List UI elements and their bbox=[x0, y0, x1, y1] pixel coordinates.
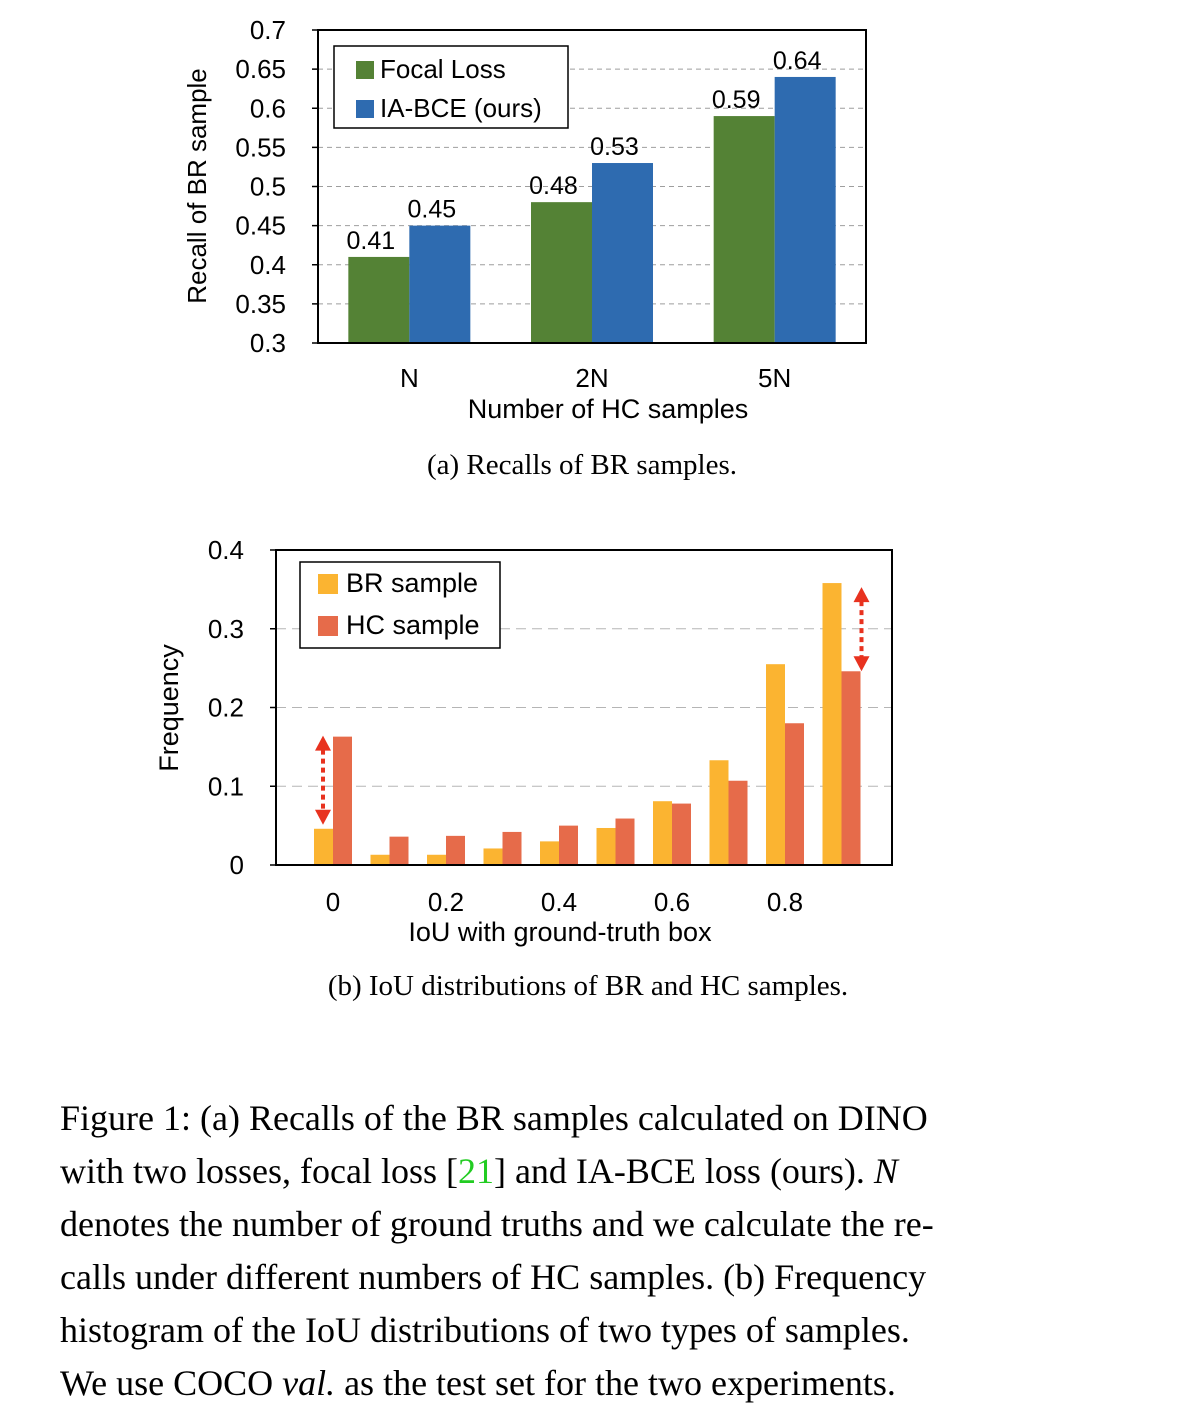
data-label-a: 0.53 bbox=[590, 133, 639, 161]
bar-b-br-sample bbox=[540, 841, 559, 865]
arrow-head-down-icon bbox=[853, 656, 870, 672]
bar-b-hc-sample bbox=[502, 831, 522, 865]
caption-line-2: with two losses, focal loss [21] and IA-… bbox=[60, 1151, 898, 1191]
bar-a-focal-loss bbox=[531, 202, 592, 343]
bar-a-ia-bce bbox=[774, 76, 836, 343]
legend-label-b: HC sample bbox=[346, 610, 480, 640]
bar-b-br-sample bbox=[427, 854, 446, 865]
y-tick-label-a: 0.45 bbox=[235, 211, 286, 241]
x-tick-label-b: 0.6 bbox=[654, 887, 690, 917]
x-tick-label-b: 0.2 bbox=[428, 887, 464, 917]
y-tick-label-b: 0.3 bbox=[208, 614, 244, 644]
y-tick-label-b: 0.1 bbox=[208, 771, 244, 801]
legend-swatch-a bbox=[356, 100, 374, 118]
bar-b-hc-sample bbox=[446, 835, 465, 865]
bar-a-focal-loss bbox=[713, 116, 775, 343]
y-tick-label-a: 0.65 bbox=[235, 54, 286, 84]
bar-b-hc-sample bbox=[728, 780, 748, 865]
y-tick-label-a: 0.6 bbox=[250, 93, 286, 123]
x-tick-label-a: 5N bbox=[758, 363, 791, 393]
legend-label-b: BR sample bbox=[346, 568, 478, 598]
bar-b-br-sample bbox=[596, 827, 616, 865]
x-axis-label-a: Number of HC samples bbox=[468, 394, 749, 424]
data-label-a: 0.41 bbox=[346, 227, 395, 255]
bar-b-br-sample bbox=[370, 854, 390, 865]
caption-line-3: denotes the number of ground truths and … bbox=[60, 1204, 934, 1244]
x-tick-label-b: 0.4 bbox=[541, 887, 577, 917]
y-tick-label-a: 0.5 bbox=[250, 172, 286, 202]
caption-line-4: calls under different numbers of HC samp… bbox=[60, 1257, 927, 1297]
data-label-a: 0.48 bbox=[529, 172, 578, 200]
x-tick-label-b: 0.8 bbox=[767, 887, 803, 917]
y-tick-label-a: 0.35 bbox=[235, 289, 286, 319]
y-tick-label-a: 0.7 bbox=[250, 15, 286, 45]
legend-swatch-b bbox=[318, 574, 338, 594]
legend-label-a: Focal Loss bbox=[380, 54, 506, 84]
y-axis-label-a: Recall of BR sample bbox=[182, 68, 212, 304]
y-axis-label-b: Frequency bbox=[154, 644, 184, 772]
subcaption-a: (a) Recalls of BR samples. bbox=[427, 449, 737, 481]
bar-b-hc-sample bbox=[785, 723, 804, 865]
bar-b-br-sample bbox=[483, 848, 503, 865]
arrow-head-up-icon bbox=[315, 735, 331, 751]
arrow-head-up-icon bbox=[853, 587, 870, 603]
bar-b-br-sample bbox=[822, 583, 842, 865]
legend-label-a: IA-BCE (ours) bbox=[380, 93, 542, 123]
bar-b-br-sample bbox=[709, 760, 729, 865]
bar-b-br-sample bbox=[314, 828, 333, 865]
caption-line-1: Figure 1: (a) Recalls of the BR samples … bbox=[60, 1098, 928, 1138]
data-label-a: 0.64 bbox=[773, 47, 822, 75]
y-tick-label-b: 0 bbox=[230, 850, 244, 880]
bar-b-hc-sample bbox=[615, 818, 635, 865]
caption-line-6: We use COCO val. as the test set for the… bbox=[60, 1363, 896, 1403]
legend-swatch-a bbox=[356, 61, 374, 79]
bar-b-hc-sample bbox=[672, 803, 691, 865]
x-tick-label-b: 0 bbox=[326, 887, 340, 917]
plot-frame-b bbox=[275, 549, 893, 866]
bar-b-br-sample bbox=[766, 664, 785, 865]
data-label-a: 0.45 bbox=[407, 196, 456, 224]
x-axis-label-b: IoU with ground-truth box bbox=[408, 917, 712, 947]
arrow-head-down-icon bbox=[315, 809, 331, 825]
x-tick-label-a: 2N bbox=[575, 363, 608, 393]
bar-b-hc-sample bbox=[841, 671, 861, 865]
bar-a-focal-loss bbox=[348, 256, 410, 343]
x-tick-label-a: N bbox=[400, 363, 419, 393]
y-tick-label-b: 0.4 bbox=[208, 535, 244, 565]
bar-a-ia-bce bbox=[592, 163, 653, 343]
y-tick-label-a: 0.4 bbox=[250, 250, 286, 280]
citation-link[interactable]: 21 bbox=[457, 1151, 494, 1191]
plot-frame-a bbox=[317, 29, 867, 344]
bar-b-br-sample bbox=[653, 801, 672, 865]
y-tick-label-a: 0.55 bbox=[235, 132, 286, 162]
y-tick-label-b: 0.2 bbox=[208, 693, 244, 723]
bar-a-ia-bce bbox=[409, 225, 471, 343]
bar-b-hc-sample bbox=[559, 825, 578, 865]
y-tick-label-a: 0.3 bbox=[250, 328, 286, 358]
bar-b-hc-sample bbox=[333, 736, 352, 865]
data-label-a: 0.59 bbox=[712, 86, 761, 114]
bar-b-hc-sample bbox=[389, 836, 409, 865]
legend-swatch-b bbox=[318, 616, 338, 636]
figure-caption: Figure 1: (a) Recalls of the BR samples … bbox=[60, 1092, 1120, 1410]
caption-line-5: histogram of the IoU distributions of tw… bbox=[60, 1310, 910, 1350]
subcaption-b: (b) IoU distributions of BR and HC sampl… bbox=[328, 970, 848, 1002]
